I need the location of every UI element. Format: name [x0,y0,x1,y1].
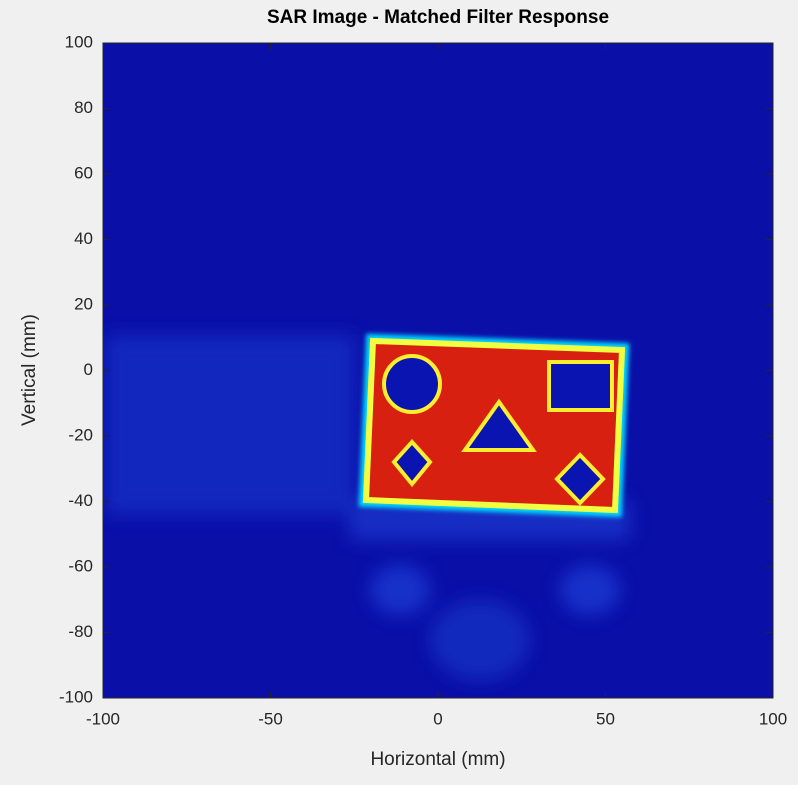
y-tick-label: -60 [68,556,93,575]
y-tick-label: 0 [84,360,93,379]
y-tick-label: 80 [74,98,93,117]
image-content [103,43,773,698]
x-tick-label: -100 [86,709,120,728]
y-tick-label: -100 [59,687,93,706]
x-tick-label: 100 [759,709,787,728]
y-tick-label: 100 [65,32,93,51]
y-tick-label: 40 [74,229,93,248]
chart-title: SAR Image - Matched Filter Response [267,7,609,28]
y-tick-label: -20 [68,425,93,444]
x-tick-label: 0 [433,709,442,728]
y-tick-label: -80 [68,622,93,641]
x-tick-label: -50 [258,709,283,728]
x-axis-label: Horizontal (mm) [370,749,505,770]
y-tick-label: -40 [68,491,93,510]
y-axis-label: Vertical (mm) [19,314,40,426]
y-tick-label: 20 [74,294,93,313]
x-tick-label: 50 [596,709,615,728]
y-tick-label: 60 [74,163,93,182]
